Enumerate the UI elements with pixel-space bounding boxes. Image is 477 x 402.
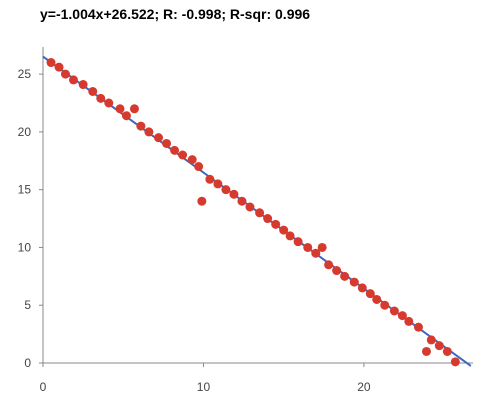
data-point <box>332 266 342 276</box>
y-tick-label: 15 <box>18 183 32 197</box>
y-tick-label: 25 <box>18 67 32 81</box>
data-point <box>421 346 431 356</box>
data-point <box>162 138 172 148</box>
data-point <box>380 300 390 310</box>
data-point <box>60 69 70 79</box>
data-point <box>279 225 289 235</box>
data-point <box>121 111 131 121</box>
x-tick-label: 20 <box>357 380 371 394</box>
data-point <box>413 322 423 332</box>
data-point <box>434 341 444 351</box>
data-points <box>46 58 460 367</box>
data-point <box>104 98 114 108</box>
data-point <box>324 260 334 270</box>
y-tick-label: 10 <box>18 240 32 254</box>
data-point <box>372 294 382 304</box>
data-point <box>96 93 106 103</box>
x-tick-label: 0 <box>40 380 47 394</box>
data-point <box>54 62 64 72</box>
data-point <box>245 202 255 212</box>
data-point <box>357 283 367 293</box>
data-point <box>389 306 399 316</box>
data-point <box>317 242 327 252</box>
chart-title: y=-1.004x+26.522; R: -0.998; R-sqr: 0.99… <box>40 6 311 22</box>
data-point <box>68 75 78 85</box>
data-point <box>263 214 273 224</box>
data-point <box>397 311 407 321</box>
x-tick-label: 10 <box>197 380 211 394</box>
data-point <box>154 133 164 143</box>
y-tick-label: 0 <box>24 356 31 370</box>
data-point <box>170 145 180 155</box>
data-point <box>187 155 197 165</box>
data-point <box>450 357 460 367</box>
data-point <box>237 196 247 206</box>
data-point <box>221 185 231 195</box>
data-point <box>197 196 207 206</box>
data-point <box>426 335 436 345</box>
data-point <box>46 58 56 68</box>
data-point <box>404 316 414 326</box>
data-point <box>213 179 223 189</box>
data-point <box>78 80 88 90</box>
data-point <box>129 104 139 114</box>
data-point <box>194 162 204 172</box>
data-point <box>349 277 359 287</box>
data-point <box>136 121 146 131</box>
data-point <box>205 174 215 184</box>
data-point <box>144 127 154 137</box>
y-tick-label: 20 <box>18 125 32 139</box>
data-point <box>229 189 239 199</box>
data-point <box>293 237 303 247</box>
data-point <box>303 242 313 252</box>
tick-labels: 0 5 10 15 20 25 0 10 20 <box>18 67 371 394</box>
data-point <box>285 231 295 241</box>
data-point <box>442 346 452 356</box>
data-point <box>178 150 188 160</box>
data-point <box>311 248 321 258</box>
data-point <box>365 289 375 299</box>
data-point <box>88 86 98 96</box>
axes <box>39 47 473 367</box>
data-point <box>115 104 125 114</box>
data-point <box>340 271 350 281</box>
data-point <box>271 219 281 229</box>
y-tick-label: 5 <box>24 298 31 312</box>
data-point <box>255 208 265 218</box>
